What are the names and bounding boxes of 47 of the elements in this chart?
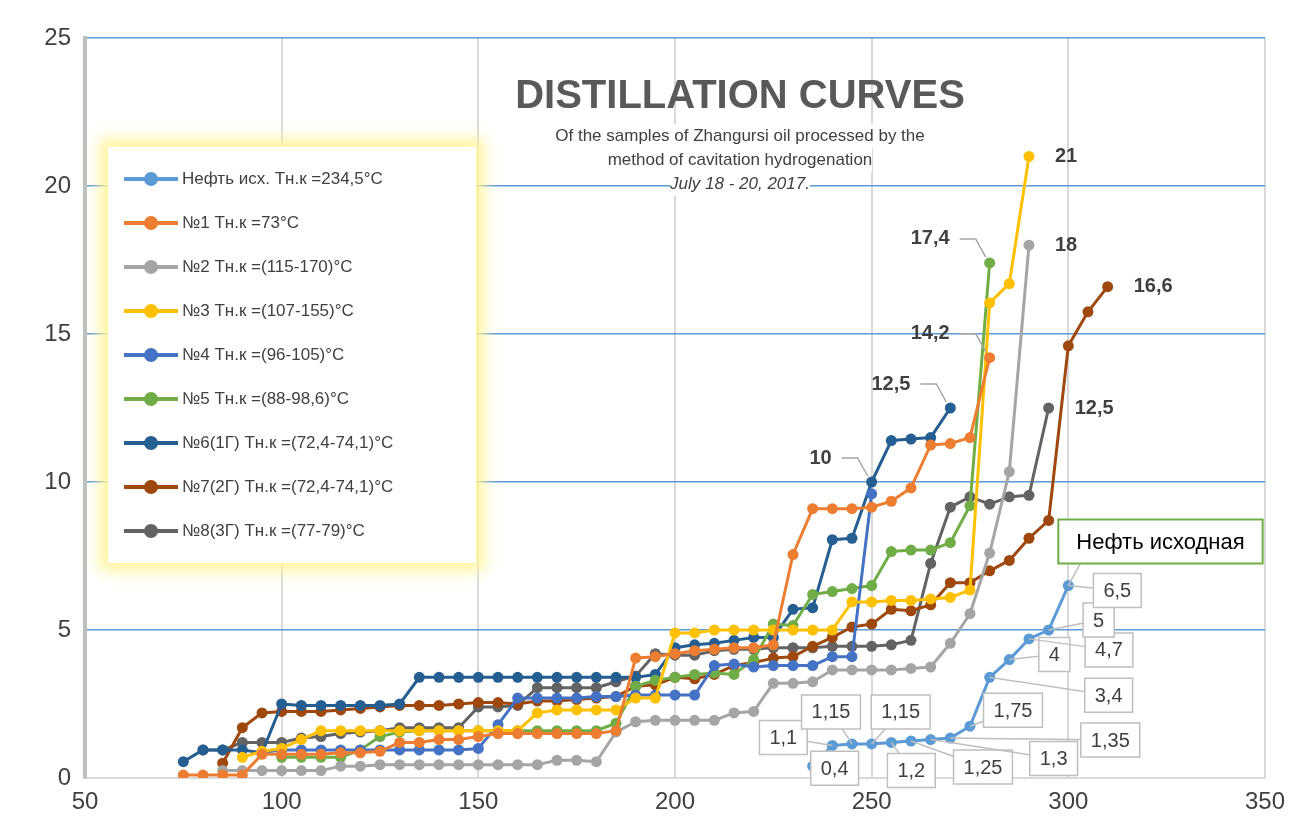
legend-label: №4 Тн.к =(96-105)°C bbox=[182, 345, 345, 365]
data-label: 1,25 bbox=[963, 755, 1003, 778]
y-tick-label: 0 bbox=[57, 762, 71, 790]
data-label: 4 bbox=[1048, 643, 1060, 666]
x-tick-label: 300 bbox=[1048, 787, 1089, 815]
legend-label: №5 Тн.к =(88-98,6)°C bbox=[182, 389, 350, 409]
data-label: 1,35 bbox=[1090, 728, 1130, 751]
data-label: 18 bbox=[1054, 232, 1078, 255]
data-label: 17,4 bbox=[910, 226, 951, 249]
legend-label: №7(2Г) Тн.к =(72,4-74,1)°C bbox=[182, 477, 394, 497]
data-label: 1,75 bbox=[993, 698, 1033, 721]
x-tick-label: 350 bbox=[1244, 787, 1285, 815]
data-label: 12,5 bbox=[1074, 395, 1114, 418]
legend-label: №8(3Г) Тн.к =(77-79)°C bbox=[182, 521, 365, 541]
text: DISTILLATION CURVES bbox=[515, 72, 965, 117]
data-label: 16,6 bbox=[1133, 274, 1173, 297]
data-label: 1,3 bbox=[1039, 747, 1068, 770]
x-tick-label: 200 bbox=[654, 787, 696, 815]
data-label: 1,15 bbox=[881, 700, 921, 723]
legend-label: №3 Тн.к =(107-155)°C bbox=[182, 301, 354, 321]
data-label: 5 bbox=[1093, 608, 1105, 631]
data-label: 3,4 bbox=[1094, 683, 1123, 706]
data-label: 0,4 bbox=[820, 756, 849, 779]
legend-label: №1 Тн.к =73°C bbox=[182, 213, 299, 233]
y-tick-label: 25 bbox=[44, 22, 71, 50]
data-label: 21 bbox=[1054, 143, 1078, 166]
data-label: 1,2 bbox=[897, 759, 926, 781]
text: Of the samples of Zhangursi oil processed by the method of cavitation hydrogenation bbox=[555, 125, 925, 171]
y-tick-label: 10 bbox=[44, 466, 71, 494]
x-tick-label: 100 bbox=[261, 787, 302, 815]
x-tick-label: 150 bbox=[458, 787, 499, 815]
y-tick-label: 15 bbox=[44, 318, 71, 346]
data-label: 1,15 bbox=[811, 700, 851, 723]
legend-label: №2 Тн.к =(115-170)°C bbox=[182, 257, 353, 277]
x-tick-label: 50 bbox=[71, 787, 99, 815]
y-tick-label: 5 bbox=[57, 614, 71, 642]
annotation: Нефть исходная bbox=[1076, 528, 1245, 554]
x-tick-label: 250 bbox=[851, 787, 892, 815]
data-label: 10 bbox=[809, 445, 832, 468]
data-label: 4,7 bbox=[1095, 638, 1123, 661]
data-label: 6,5 bbox=[1103, 579, 1132, 602]
annotation: July 18 - 20, 2017. bbox=[670, 172, 810, 196]
data-label: 12,5 bbox=[871, 371, 911, 394]
y-tick-label: 20 bbox=[44, 170, 71, 198]
legend-label: №6(1Г) Тн.к =(72,4-74,1)°C bbox=[182, 433, 394, 453]
legend-label: Нефть исх. Тн.к =234,5°C bbox=[182, 169, 383, 189]
data-label: 1,1 bbox=[769, 725, 798, 748]
